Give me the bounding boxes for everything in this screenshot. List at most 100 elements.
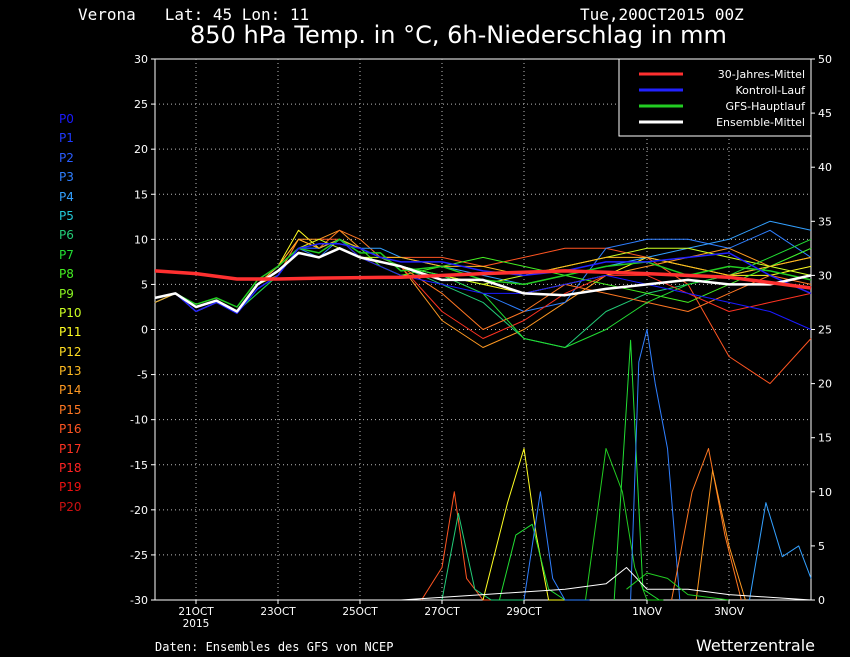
member-label: P19 [59, 480, 82, 495]
x-tick-label: 27OCT [424, 606, 460, 618]
ensemble-member-lines [154, 220, 812, 385]
chart-title: 850 hPa Temp. in °C, 6h-Niederschlag in … [190, 21, 727, 49]
highlighted-series [154, 238, 812, 315]
precip-line [523, 491, 590, 601]
y-left-tick-label: 15 [134, 188, 148, 201]
legend-label: GFS-Hauptlauf [725, 100, 806, 113]
y-right-tick-label: 0 [818, 594, 825, 607]
member-label: P1 [59, 131, 74, 146]
y-right-tick-label: 40 [818, 161, 832, 174]
y-right-tick-label: 10 [818, 486, 832, 499]
member-label: P0 [59, 112, 74, 126]
x-axis-ticks: 21OCT 23OCT 25OCT 27OCT 29OCT 1NOV 3NOV 2015 [178, 600, 745, 630]
series-line [154, 243, 812, 315]
y-right-tick-label: 35 [818, 215, 832, 228]
x-tick-label: 25OCT [342, 606, 378, 618]
member-label: P13 [59, 364, 82, 379]
ensemble-member-line [154, 238, 812, 330]
precip-line [400, 567, 812, 601]
member-label: P7 [59, 247, 74, 262]
brand-label: Wetterzentrale [696, 636, 816, 655]
member-label: P2 [59, 150, 74, 165]
ensemble-member-line [154, 229, 812, 312]
location-label: Verona Lat: 45 Lon: 11 [78, 5, 310, 24]
y-right-tick-label: 50 [818, 53, 832, 66]
x-tick-label: 21OCT [178, 606, 214, 618]
y-left-tick-label: -10 [130, 414, 148, 427]
ensemble-member-line [154, 238, 812, 339]
precip-line [441, 512, 524, 601]
y-left-tick-label: 20 [134, 143, 148, 156]
legend-label: Kontroll-Lauf [736, 84, 807, 97]
precip-line [695, 469, 746, 601]
member-label: P20 [59, 499, 82, 514]
member-label: P3 [59, 170, 74, 185]
y-right-tick-label: 45 [818, 107, 832, 120]
precip-line [626, 572, 730, 601]
precip-line [613, 339, 660, 601]
ensemble-member-line [154, 229, 812, 330]
ensemble-member-line [154, 238, 812, 312]
legend-frame [618, 58, 812, 137]
y-left-tick-label: -20 [130, 504, 148, 517]
y-right-tick-label: 30 [818, 269, 832, 282]
y-left-tick-label: 10 [134, 233, 148, 246]
precip-line [671, 448, 742, 601]
left-axis-ticks: 30 25 20 15 10 5 0 -5 -10 -15 -20 -25 -30 [130, 53, 155, 607]
member-label: P5 [59, 208, 74, 223]
x-tick-label: 29OCT [506, 606, 542, 618]
y-left-tick-label: -30 [130, 594, 148, 607]
y-right-tick-label: 20 [818, 378, 832, 391]
y-left-tick-label: 30 [134, 53, 148, 66]
y-right-tick-label: 15 [818, 432, 832, 445]
x-tick-label: 3NOV [714, 606, 745, 618]
ensemble-member-line [154, 220, 812, 312]
member-label: P9 [59, 286, 74, 301]
plot-frame [154, 58, 812, 601]
legend-label: Ensemble-Mittel [716, 116, 805, 129]
member-label: P14 [59, 383, 82, 398]
member-label: P11 [59, 325, 82, 340]
ensemble-member-line [154, 229, 812, 348]
series-line [154, 269, 812, 290]
member-label: P18 [59, 461, 82, 476]
y-left-tick-label: 0 [141, 324, 148, 337]
member-label: P10 [59, 305, 82, 320]
y-left-tick-label: 25 [134, 98, 148, 111]
precip-line [421, 491, 524, 601]
member-label: P15 [59, 402, 82, 417]
ensemble-member-line [154, 238, 812, 312]
member-label: P16 [59, 422, 82, 437]
member-label: P6 [59, 228, 74, 243]
series-line [154, 247, 812, 313]
legend-box: 30-Jahres-Mittel Kontroll-Lauf GFS-Hauptla… [618, 58, 812, 137]
precip-line [482, 448, 565, 601]
ensemble-member-line [154, 238, 812, 348]
ensemble-member-line [154, 238, 812, 312]
run-date-label: Tue,20OCT2015 00Z [580, 5, 744, 24]
series-line [154, 238, 812, 308]
member-label: P17 [59, 441, 82, 456]
member-label: P12 [59, 344, 82, 359]
legend-label: 30-Jahres-Mittel [718, 68, 805, 81]
precip-line [630, 329, 681, 601]
x-year-label: 2015 [183, 618, 210, 630]
y-right-tick-label: 5 [818, 540, 825, 553]
grid-lines [155, 59, 811, 600]
ensemble-member-line [154, 238, 812, 348]
y-right-tick-label: 25 [818, 324, 832, 337]
data-source-label: Daten: Ensembles des GFS von NCEP [155, 640, 394, 654]
member-label: P4 [59, 189, 74, 204]
precipitation-lines [400, 329, 812, 601]
precip-line [585, 448, 664, 601]
y-left-tick-label: 5 [141, 278, 148, 291]
member-list: P0 P1 P2 P3 P4 P5 P6 P7 P8 P9 P10 P11 P12 P13 P14 P15 P1… [59, 110, 82, 517]
y-left-tick-label: -15 [130, 459, 148, 472]
ensemble-member-line [154, 238, 812, 385]
precip-line [498, 523, 566, 601]
precip-line [749, 502, 812, 601]
x-tick-label: 23OCT [260, 606, 296, 618]
y-left-tick-label: -25 [130, 549, 148, 562]
